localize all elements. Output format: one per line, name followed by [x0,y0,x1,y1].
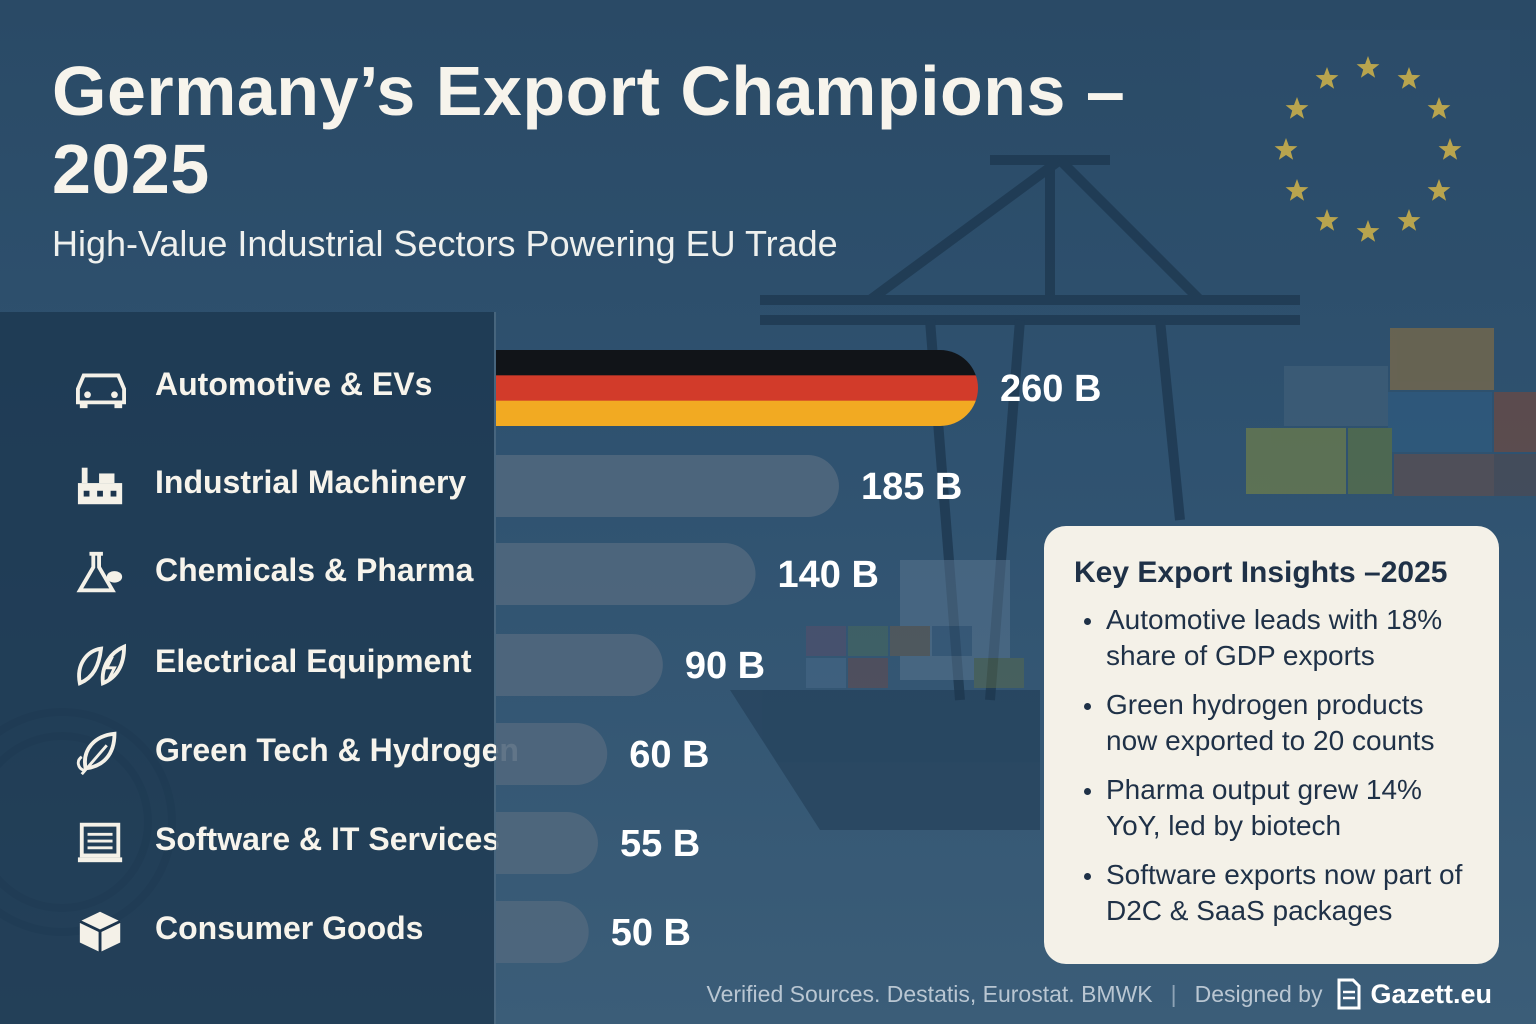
footer-brand[interactable]: Gazett.eu [1370,978,1492,1009]
insight-item: Automotive leads with 18% share of GDP e… [1074,602,1469,674]
ship-silhouette [730,560,1040,830]
bar [496,543,756,605]
insight-item: Green hydrogen products now exported to … [1074,687,1469,759]
page-subtitle: High-Value Industrial Sectors Powering E… [52,223,838,264]
eu-star [1438,138,1462,160]
value-label: 140 B [778,554,879,596]
category-row: Electrical Equipment [0,631,494,691]
flask-icon [76,551,123,593]
category-row: Industrial Machinery [0,452,494,512]
category-row: Automotive & EVs [0,354,494,414]
bar [496,812,598,874]
bar [496,634,663,696]
eu-star [1427,179,1451,201]
eu-star [1285,179,1309,201]
insight-item: Pharma output grew 14% YoY, led by biote… [1074,772,1469,844]
eu-star [1356,220,1380,242]
footer-separator: | [1170,980,1177,1007]
leaf-bolt-icon [77,643,127,687]
eu-flag-panel [1200,30,1510,280]
category-row: Consumer Goods [0,898,494,958]
eu-star [1356,56,1380,78]
eu-star [1315,209,1339,231]
flag-stripe [496,400,978,426]
page-title: Germany’s Export Champions – 2025 [52,52,1126,208]
category-panel [0,312,496,1024]
containers [1246,328,1536,496]
insights-list: Automotive leads with 18% share of GDP e… [1074,602,1469,929]
insight-item: Software exports now part of D2C & SaaS … [1074,857,1469,929]
value-label: 185 B [861,466,962,508]
value-label: 90 B [685,645,765,687]
eu-star [1397,209,1421,231]
bar [496,723,608,785]
category-label: Software & IT Services [155,821,501,857]
bar [496,901,589,963]
factory-icon [77,467,123,505]
bar-automotive-flag [496,350,978,426]
footer-designed-by: Designed by [1194,980,1323,1007]
eu-star [1274,138,1298,160]
bar [496,455,839,517]
value-label: 60 B [629,734,709,776]
eu-star [1285,97,1309,119]
eu-star [1315,67,1339,89]
insights-title: Key Export Insights –2025 [1074,556,1448,589]
eu-star [1397,67,1421,89]
leaf-icon [76,731,117,776]
category-label: Green Tech & Hydrogen [155,732,519,768]
value-label: 55 B [620,823,700,865]
document-icon [77,822,123,863]
value-label: 50 B [611,912,691,954]
eu-stars-circle [1274,56,1462,242]
category-label: Consumer Goods [155,910,424,946]
box-icon [79,911,121,953]
category-row: Chemicals & Pharma [0,540,494,600]
footer-sources: Verified Sources. Destatis, Eurostat. BM… [706,980,1153,1007]
category-row: Software & IT Services [0,809,500,869]
category-label: Electrical Equipment [155,643,472,679]
category-label: Automotive & EVs [155,366,433,402]
eu-star [1427,97,1451,119]
flag-stripe [496,375,978,402]
document-logo-icon [1337,978,1361,1010]
footer: Verified Sources. Destatis, Eurostat. BM… [707,974,1492,1014]
flag-stripe [496,350,978,376]
value-label: 260 B [1000,368,1101,410]
insights-card: Key Export Insights –2025 Automotive lea… [1044,526,1499,964]
category-label: Chemicals & Pharma [155,552,474,588]
category-row: Green Tech & Hydrogen [0,720,519,780]
category-label: Industrial Machinery [155,464,467,500]
car-icon [76,373,126,409]
